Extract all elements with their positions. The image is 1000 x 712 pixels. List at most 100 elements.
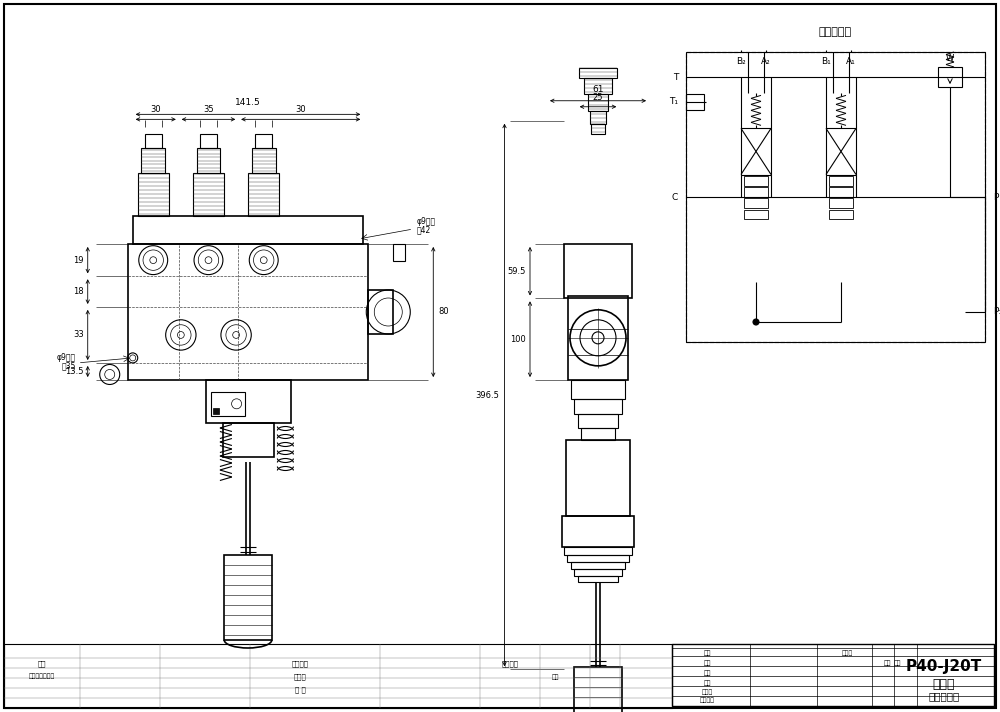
Bar	[744, 209, 768, 219]
Text: 国别性: 国别性	[841, 650, 853, 656]
Text: 材料: 材料	[703, 660, 711, 666]
Text: 周围: 周围	[893, 660, 901, 666]
Bar	[584, 78, 612, 93]
Text: 工艺员: 工艺员	[701, 689, 713, 695]
Text: P: P	[993, 192, 998, 201]
Text: P40-J20T: P40-J20T	[906, 659, 982, 674]
Text: 多路阀: 多路阀	[933, 678, 955, 691]
Bar	[224, 555, 272, 640]
Text: 30: 30	[295, 105, 306, 115]
Text: 审核人: 审核人	[294, 674, 306, 680]
Circle shape	[753, 319, 759, 325]
Bar	[564, 244, 632, 298]
Bar	[222, 422, 274, 456]
Text: 80: 80	[438, 308, 449, 317]
Bar	[138, 174, 169, 216]
Bar	[588, 93, 608, 111]
Text: 数量: 数量	[703, 670, 711, 676]
Bar	[578, 575, 618, 582]
Text: 25: 25	[593, 93, 603, 102]
Bar	[248, 174, 279, 216]
Bar	[578, 414, 618, 428]
Text: P₁: P₁	[993, 308, 1000, 317]
Text: 双路: 双路	[551, 674, 559, 680]
Bar	[145, 135, 162, 148]
Text: 图号: 图号	[38, 661, 46, 667]
Text: 液压原理图: 液压原理图	[819, 27, 852, 37]
Text: φ9螺孔: φ9螺孔	[416, 217, 435, 226]
Text: 设计人员: 设计人员	[292, 661, 308, 667]
Bar	[672, 644, 994, 706]
Text: 100: 100	[510, 335, 526, 344]
Bar	[744, 177, 768, 186]
Text: 比 例: 比 例	[295, 686, 305, 693]
Text: 396.5: 396.5	[476, 390, 500, 399]
Text: φ9螺孔: φ9螺孔	[57, 353, 76, 362]
Bar	[566, 439, 630, 516]
Bar	[581, 428, 615, 439]
Bar	[579, 68, 617, 78]
Bar	[567, 555, 629, 562]
Text: 双路阀备货图样: 双路阀备货图样	[29, 674, 55, 679]
Text: T: T	[673, 73, 678, 81]
Bar	[826, 128, 856, 174]
Text: 19: 19	[73, 256, 84, 265]
Bar	[829, 209, 853, 219]
Text: 道路: 道路	[883, 660, 891, 666]
Text: 高42: 高42	[416, 225, 431, 234]
Bar	[197, 148, 220, 174]
Bar	[133, 216, 363, 244]
Bar	[200, 135, 217, 148]
Bar	[590, 111, 606, 124]
Text: B₂: B₂	[736, 57, 746, 66]
Bar	[829, 177, 853, 186]
Bar	[686, 94, 704, 110]
Bar	[571, 380, 625, 399]
Bar	[564, 547, 632, 555]
Text: 图才: 图才	[703, 680, 711, 686]
Bar	[574, 667, 622, 712]
Bar	[571, 562, 625, 569]
Bar	[141, 148, 165, 174]
Bar	[128, 244, 368, 380]
Bar	[568, 295, 628, 380]
Bar	[211, 392, 245, 416]
Text: 13.5: 13.5	[65, 367, 84, 376]
Text: B₁: B₁	[821, 57, 831, 66]
Bar	[368, 290, 393, 334]
Bar	[686, 52, 985, 342]
Bar	[591, 124, 605, 135]
Text: T₁: T₁	[669, 98, 678, 107]
Bar	[938, 67, 962, 87]
Text: A₂: A₂	[761, 57, 771, 66]
Bar	[574, 569, 622, 575]
Bar	[213, 408, 219, 414]
Text: W: W	[946, 54, 954, 63]
Bar	[393, 244, 405, 261]
Text: 图号: 图号	[703, 650, 711, 656]
Text: 高35: 高35	[61, 362, 76, 370]
Bar	[829, 187, 853, 197]
Text: 35: 35	[203, 105, 214, 115]
Text: A₁: A₁	[846, 57, 856, 66]
Bar	[4, 644, 672, 708]
Bar	[193, 174, 224, 216]
Text: 141.5: 141.5	[235, 98, 261, 108]
Bar	[562, 516, 634, 547]
Bar	[206, 380, 290, 422]
Text: 外观尺寸图: 外观尺寸图	[928, 691, 960, 701]
Bar	[252, 148, 276, 174]
Text: 61: 61	[592, 85, 604, 94]
Bar	[255, 135, 272, 148]
Bar	[744, 199, 768, 208]
Text: 18: 18	[73, 287, 84, 296]
Bar	[829, 199, 853, 208]
Text: 描图校核: 描图校核	[502, 661, 518, 667]
Text: 59.5: 59.5	[508, 267, 526, 276]
Text: 描图校核: 描图校核	[700, 697, 714, 703]
Bar	[741, 128, 771, 174]
Text: C: C	[672, 192, 678, 201]
Text: 33: 33	[73, 330, 84, 340]
Bar	[744, 187, 768, 197]
Text: 30: 30	[150, 105, 161, 115]
